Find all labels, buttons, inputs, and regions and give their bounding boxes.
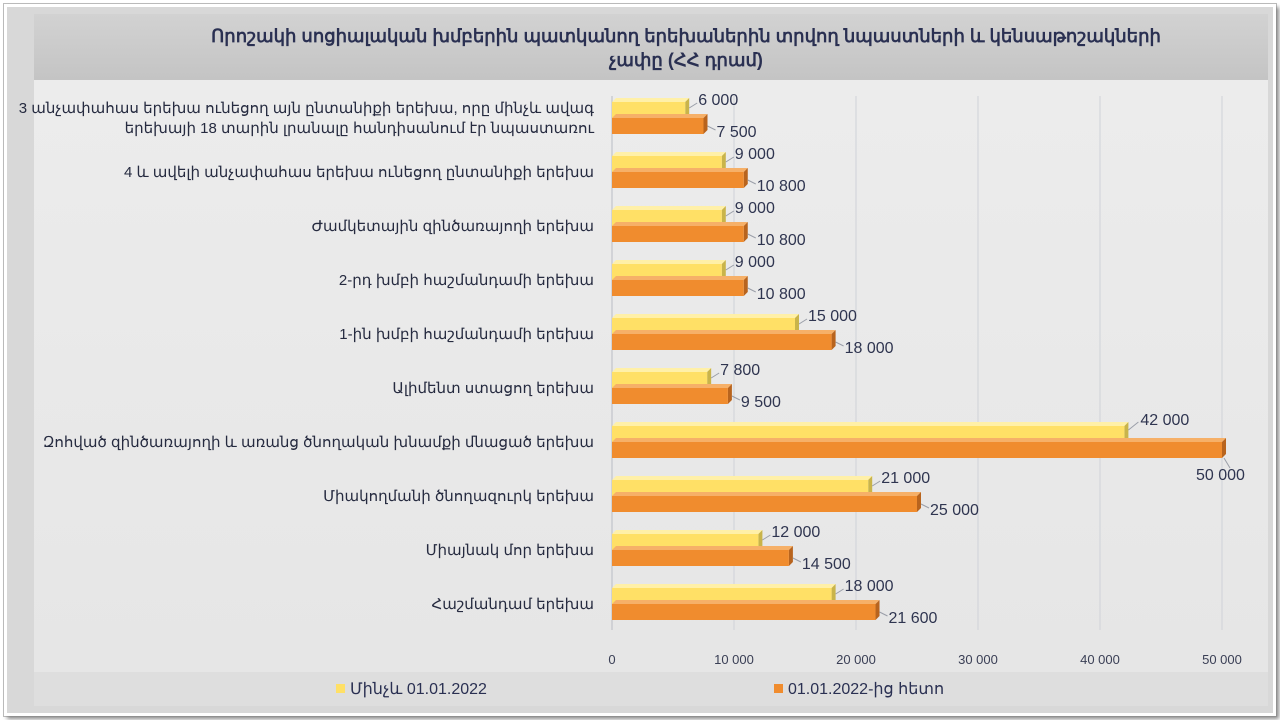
bar-series-2 <box>612 384 732 404</box>
leader-line <box>725 264 735 271</box>
leader-line <box>725 156 735 163</box>
leader-line <box>879 611 888 617</box>
data-label: 9 000 <box>735 146 775 163</box>
leader-line <box>1128 421 1139 431</box>
data-label: 42 000 <box>1140 412 1189 429</box>
data-label: 9 500 <box>741 394 781 411</box>
leader-line <box>871 480 881 487</box>
data-label: 18 000 <box>845 578 894 595</box>
leader-line <box>747 179 756 185</box>
leader-line <box>835 588 844 595</box>
category-label: 3 անչափահաս երեխա ունեցող այն ընտանիքի ե… <box>19 100 594 117</box>
x-tick-label: 20 000 <box>836 652 876 667</box>
category-label: Միակողմանի ծնողազուրկ երեխա <box>323 488 594 505</box>
bar-series-2 <box>612 330 836 350</box>
data-label: 21 600 <box>889 610 938 627</box>
category-label: Ժամկետային զինծառայողի երեխա <box>312 218 594 235</box>
category-label: Հաշմանդամ երեխա <box>431 596 594 613</box>
data-label: 18 000 <box>845 340 894 357</box>
legend-swatch <box>774 684 783 693</box>
data-label: 25 000 <box>930 502 979 519</box>
legend-band <box>34 672 1268 706</box>
x-tick-label: 30 000 <box>958 652 998 667</box>
x-tick-label: 50 000 <box>1202 652 1242 667</box>
category-label: Միայնակ մոր երեխա <box>426 542 594 559</box>
data-label: 9 000 <box>735 200 775 217</box>
leader-line <box>835 341 844 347</box>
chart-title-line: Որոշակի սոցիալական խմբերին պատկանող երեխ… <box>211 26 1161 47</box>
leader-line <box>710 372 720 379</box>
x-tick-label: 10 000 <box>714 652 754 667</box>
legend-label: 01.01.2022-ից հետո <box>788 681 944 698</box>
data-label: 14 500 <box>802 556 851 573</box>
leader-line <box>707 125 716 131</box>
leader-line <box>747 287 756 293</box>
leader-line <box>731 395 741 401</box>
leader-line <box>798 318 808 325</box>
legend-label: Մինչև 01.01.2022 <box>350 681 487 698</box>
bar-series-2 <box>612 222 748 242</box>
chart-title-line: չափը (ՀՀ դրամ) <box>608 50 763 71</box>
data-label: 10 800 <box>757 178 806 195</box>
category-label: Ալիմենտ ստացող երեխա <box>392 380 594 397</box>
leader-line <box>725 210 735 217</box>
leader-line <box>792 557 802 563</box>
category-label: 2-րդ խմբի հաշմանդամի երեխա <box>339 272 594 289</box>
data-label: 50 000 <box>1196 467 1245 484</box>
bar-series-2 <box>612 546 793 566</box>
x-tick-label: 40 000 <box>1080 652 1120 667</box>
category-label: Զոհված զինծառայողի և առանց ծնողական խնամ… <box>43 434 594 451</box>
data-label: 9 000 <box>735 254 775 271</box>
leader-line <box>920 503 930 509</box>
data-label: 12 000 <box>771 524 820 541</box>
data-label: 10 800 <box>757 232 806 249</box>
data-label: 7 500 <box>717 124 757 141</box>
title-band <box>34 14 1268 80</box>
category-label: 1-ին խմբի հաշմանդամի երեխա <box>339 326 594 343</box>
leader-line <box>747 233 756 239</box>
bar-series-2 <box>612 168 748 188</box>
leader-line <box>688 102 698 109</box>
data-label: 21 000 <box>881 470 930 487</box>
bar-series-2 <box>612 114 708 134</box>
bar-series-2 <box>612 492 921 512</box>
data-label: 7 800 <box>720 362 760 379</box>
category-label: երեխայի 18 տարին լրանալը հանդիսանում էր … <box>125 120 595 137</box>
data-label: 6 000 <box>698 92 738 109</box>
legend-swatch <box>336 684 345 693</box>
x-tick-label: 0 <box>608 652 615 667</box>
bar-series-2 <box>612 438 1226 458</box>
category-label: 4 և ավելի անչափահաս երեխա ունեցող ընտանի… <box>124 164 594 181</box>
data-label: 10 800 <box>757 286 806 303</box>
bar-series-2 <box>612 600 880 620</box>
leader-line <box>762 534 771 541</box>
bar-series-2 <box>612 276 748 296</box>
data-label: 15 000 <box>808 308 857 325</box>
leader-line <box>1223 457 1231 469</box>
